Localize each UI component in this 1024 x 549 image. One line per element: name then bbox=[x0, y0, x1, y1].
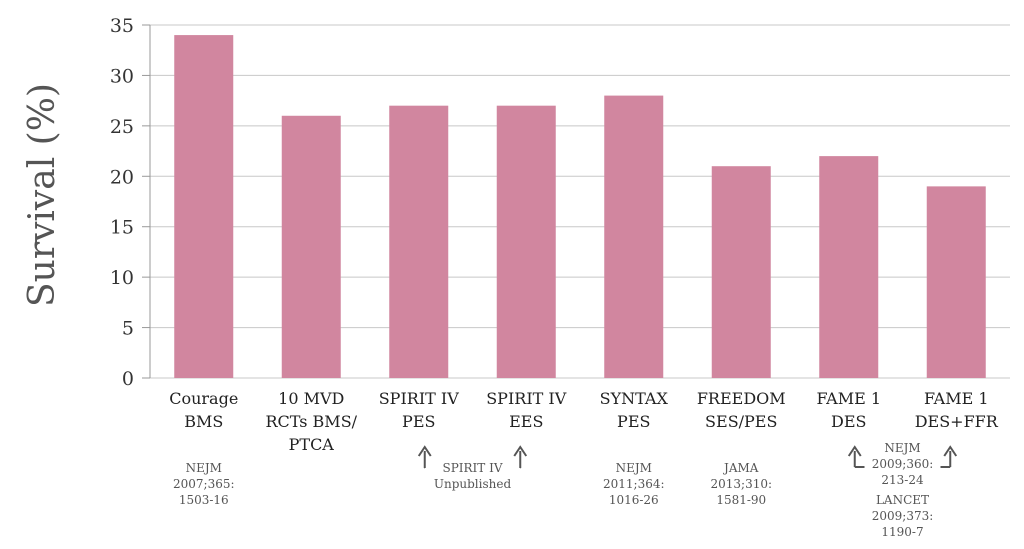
y-tick-label: 35 bbox=[110, 15, 134, 37]
category-label: FAME 1 DES+FFR bbox=[915, 389, 999, 431]
shared-reference-line: Unpublished bbox=[434, 477, 512, 491]
category-label-line: RCTs BMS/ bbox=[265, 412, 357, 431]
reference-line: 1503-16 bbox=[179, 493, 229, 507]
arrow-up-icon bbox=[513, 445, 528, 457]
shared-reference-line: LANCET bbox=[876, 493, 929, 507]
bar bbox=[604, 95, 664, 378]
bar bbox=[711, 166, 771, 378]
category-label-line: SES/PES bbox=[705, 412, 777, 431]
shared-reference-line: SPIRIT IV bbox=[442, 461, 502, 475]
category-label-line: FAME 1 bbox=[924, 389, 989, 408]
shared-reference-line: 213-24 bbox=[881, 473, 924, 487]
reference-line: NEJM bbox=[186, 461, 222, 475]
reference-label: NEJM 2011;364: 1016-26 bbox=[603, 461, 665, 507]
category-label-line: EES bbox=[509, 412, 543, 431]
category-label-line: SYNTAX bbox=[600, 389, 669, 408]
reference-line: 2007;365: bbox=[173, 477, 235, 491]
y-tick-label: 5 bbox=[122, 318, 134, 340]
arrow-up-icon bbox=[417, 445, 432, 457]
y-tick-label: 10 bbox=[110, 267, 134, 289]
category-label-line: PES bbox=[402, 412, 435, 431]
bars bbox=[174, 35, 986, 379]
shared-reference-line: 2009;373: bbox=[872, 509, 934, 523]
reference-line: 2011;364: bbox=[603, 477, 665, 491]
bar bbox=[174, 35, 234, 378]
category-label: 10 MVD RCTs BMS/PTCA bbox=[265, 389, 357, 454]
reference-line: JAMA bbox=[722, 461, 759, 475]
category-label-line: FREEDOM bbox=[697, 389, 786, 408]
category-label-line: SPIRIT IV bbox=[379, 389, 459, 408]
y-tick-label: 25 bbox=[110, 116, 134, 138]
arrow-up-icon bbox=[847, 445, 862, 457]
reference-line: 2013;310: bbox=[710, 477, 772, 491]
reference-label: JAMA 2013;310: 1581-90 bbox=[710, 461, 772, 507]
shared-reference-line: 1190-7 bbox=[881, 525, 923, 539]
bar bbox=[496, 105, 556, 378]
category-label: SPIRIT IV PES bbox=[379, 389, 459, 431]
bar bbox=[926, 186, 986, 378]
shared-reference-label: NEJM 2009;360: 213-24 LANCET 2009;373: 1190-7 bbox=[872, 441, 934, 539]
category-label: SYNTAX PES bbox=[600, 389, 669, 431]
grid-lines bbox=[150, 24, 1010, 379]
reference-line: 1016-26 bbox=[609, 493, 659, 507]
category-label: FREEDOM SES/PES bbox=[697, 389, 786, 431]
y-axis: 0 5 10 15 20 25 30 35 bbox=[110, 15, 151, 390]
category-label-line: PTCA bbox=[289, 435, 335, 454]
category-label-line: 10 MVD bbox=[278, 389, 344, 408]
category-labels: Courage BMS 10 MVD RCTs BMS/PTCA SPIRIT IV PE… bbox=[169, 389, 999, 454]
reference-label: NEJM 2007;365: 1503-16 bbox=[173, 461, 235, 507]
bar bbox=[281, 115, 341, 379]
reference-line: 1581-90 bbox=[716, 493, 766, 507]
category-label-line: DES bbox=[831, 412, 866, 431]
category-label-line: SPIRIT IV bbox=[486, 389, 566, 408]
bar bbox=[819, 156, 879, 378]
y-axis-label: Survival (%) bbox=[22, 83, 63, 307]
category-label-line: PES bbox=[617, 412, 650, 431]
category-label-line: Courage bbox=[169, 389, 238, 408]
category-label-line: FAME 1 bbox=[816, 389, 881, 408]
shared-reference-label: SPIRIT IV Unpublished bbox=[434, 461, 512, 491]
category-label: Courage BMS bbox=[169, 389, 238, 431]
category-label-line: DES+FFR bbox=[915, 412, 999, 431]
reference-labels: NEJM 2007;365: 1503-16 NEJM 2011;364: 1016-26… bbox=[173, 441, 958, 539]
y-tick-label: 20 bbox=[110, 166, 134, 188]
category-label: SPIRIT IV EES bbox=[486, 389, 566, 431]
reference-line: NEJM bbox=[616, 461, 652, 475]
category-label: FAME 1 DES bbox=[816, 389, 881, 431]
y-tick-label: 0 bbox=[122, 368, 134, 390]
shared-reference-line: 2009;360: bbox=[872, 457, 934, 471]
y-tick-label: 30 bbox=[110, 65, 134, 87]
arrow-up-icon bbox=[943, 445, 958, 457]
bar bbox=[389, 105, 449, 378]
category-label-line: BMS bbox=[184, 412, 223, 431]
shared-reference-line: NEJM bbox=[884, 441, 920, 455]
y-tick-label: 15 bbox=[110, 217, 134, 239]
